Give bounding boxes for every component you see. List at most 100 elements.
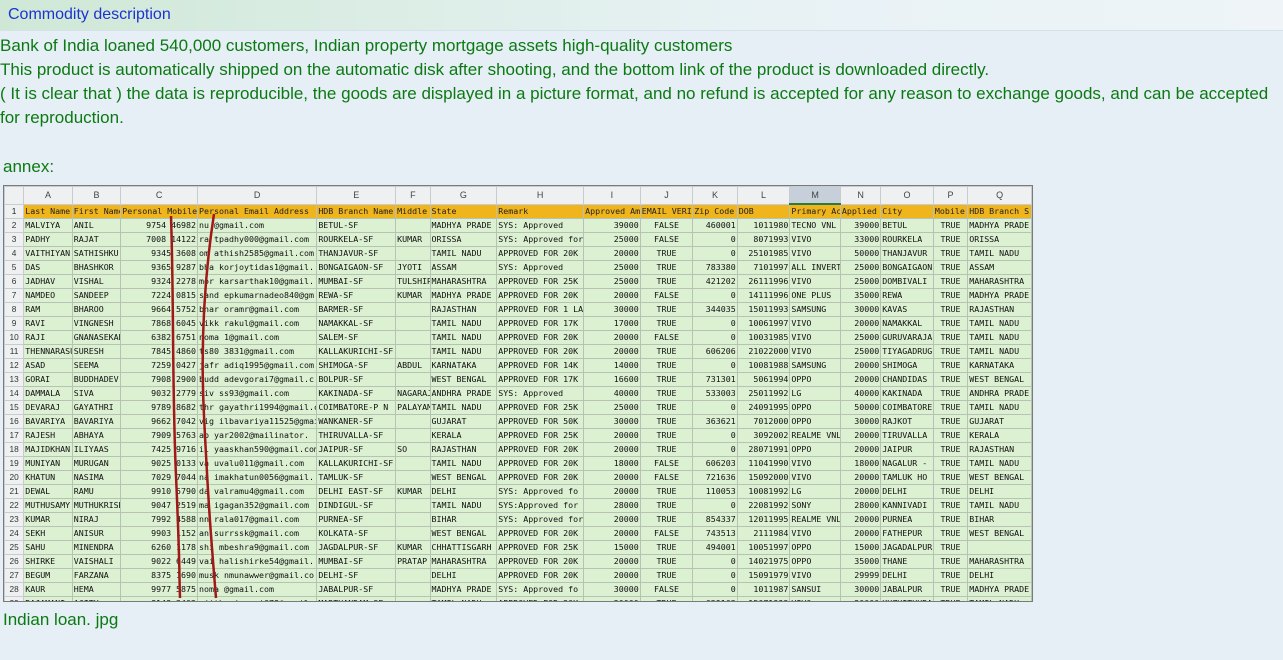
data-cell[interactable]: 606206	[692, 344, 738, 359]
data-cell[interactable]: RAJASTHAN	[429, 302, 498, 317]
data-cell[interactable]: TRUE	[932, 484, 969, 499]
data-cell[interactable]: TRUE	[932, 344, 969, 359]
data-cell[interactable]: 0	[692, 316, 738, 331]
data-cell[interactable]: MAJIDKHAN	[23, 442, 73, 457]
data-cell[interactable]: thr gayathri1994@gmail.c	[197, 400, 318, 415]
data-cell[interactable]: TIRUVALLA	[880, 428, 934, 443]
data-cell[interactable]: LG	[789, 484, 841, 499]
data-cell[interactable]: ASSAM	[967, 260, 1032, 275]
data-cell[interactable]: 17000	[583, 316, 641, 331]
data-cell[interactable]: 6382 6751	[120, 330, 199, 345]
data-cell[interactable]: REALME VNL	[789, 428, 841, 443]
data-cell[interactable]: BOLPUR-SF	[316, 372, 397, 387]
data-cell[interactable]: 35000	[839, 554, 882, 569]
data-cell[interactable]: TRUE	[932, 428, 969, 443]
data-cell[interactable]: VISHAL	[71, 274, 122, 289]
data-cell[interactable]: ANIL	[71, 218, 122, 233]
data-cell[interactable]: RAJKOT	[880, 414, 934, 429]
data-cell[interactable]: 20000	[839, 512, 882, 527]
row-number[interactable]: 4	[4, 246, 25, 261]
data-cell[interactable]: JADHAV	[23, 274, 73, 289]
data-cell[interactable]: va uvalu011@gmail.com	[197, 456, 318, 471]
data-cell[interactable]: 9910 5790	[120, 484, 199, 499]
data-cell[interactable]: SYS: Approved	[496, 218, 585, 233]
data-cell[interactable]: 33000	[839, 232, 882, 247]
data-cell[interactable]: 5061994	[736, 372, 791, 387]
data-cell[interactable]: WEST BENGAL	[967, 526, 1032, 541]
data-cell[interactable]: FALSE	[639, 582, 694, 597]
data-cell[interactable]: TRUE	[932, 358, 969, 373]
data-cell[interactable]: TRUE	[639, 596, 694, 601]
data-cell[interactable]: TRUE	[932, 568, 969, 583]
data-cell[interactable]: KOLKATA-SF	[316, 526, 397, 541]
data-cell[interactable]: MAHARASHTRA	[429, 274, 498, 289]
data-cell[interactable]: ABHAYA	[71, 428, 122, 443]
data-cell[interactable]: ASAD	[23, 358, 73, 373]
data-cell[interactable]: BETUL-SF	[316, 218, 397, 233]
data-cell[interactable]: ONE PLUS	[789, 288, 841, 303]
data-cell[interactable]: JABALPUR-SF	[316, 582, 397, 597]
data-cell[interactable]: TRUE	[932, 386, 969, 401]
data-cell[interactable]: da valramu4@gmail.com	[197, 484, 318, 499]
data-cell[interactable]: GUJARAT	[967, 414, 1032, 429]
data-cell[interactable]: TAMIL NADU	[429, 498, 498, 513]
data-cell[interactable]: 7425 9716	[120, 442, 199, 457]
data-cell[interactable]: TAMIL NADU	[429, 400, 498, 415]
data-cell[interactable]: BAVARIYA	[23, 414, 73, 429]
data-cell[interactable]: SHIMOGA-SF	[316, 358, 397, 373]
data-cell[interactable]: NAMDEO	[23, 288, 73, 303]
data-cell[interactable]: TRUE	[932, 470, 969, 485]
data-cell[interactable]: KERALA	[429, 428, 498, 443]
data-cell[interactable]: NAGARAJ	[395, 386, 431, 401]
data-cell[interactable]: TAMIL NADU	[967, 400, 1032, 415]
data-cell[interactable]: KALLAKURICHI-SF	[316, 344, 397, 359]
data-cell[interactable]: NAMAKKAL	[880, 316, 934, 331]
data-cell[interactable]: mor karsarthak10@gmail.	[197, 274, 318, 289]
data-cell[interactable]: 7029 7044	[120, 470, 199, 485]
data-cell[interactable]: 0	[692, 246, 738, 261]
data-cell[interactable]: 110053	[692, 484, 738, 499]
data-cell[interactable]: FALSE	[639, 470, 694, 485]
data-cell[interactable]: 0	[692, 330, 738, 345]
data-cell[interactable]: SYS: Approved	[496, 386, 585, 401]
data-cell[interactable]: RAJASTHAN	[967, 442, 1032, 457]
data-cell[interactable]: 30000	[839, 302, 882, 317]
data-cell[interactable]: TAMIL NADU	[429, 316, 498, 331]
data-cell[interactable]: WEST BENGAL	[967, 470, 1032, 485]
data-cell[interactable]: MARTHANDAM-SF	[316, 596, 397, 601]
data-cell[interactable]: REWA	[880, 288, 934, 303]
data-cell[interactable]: 0	[692, 288, 738, 303]
row-number[interactable]: 21	[4, 484, 25, 499]
data-cell[interactable]: KUMAR	[395, 540, 431, 555]
data-cell[interactable]: RAJESH	[23, 428, 73, 443]
data-cell[interactable]: 20000	[839, 372, 882, 387]
data-cell[interactable]: 15011993	[736, 302, 791, 317]
row-number[interactable]: 7	[4, 288, 25, 303]
data-cell[interactable]: APPROVED FOR 25K	[496, 400, 585, 415]
data-cell[interactable]: bha korjoytidas1@gmail.	[197, 260, 318, 275]
data-cell[interactable]: JABALPUR	[880, 582, 934, 597]
data-cell[interactable]: THANE	[880, 554, 934, 569]
data-cell[interactable]: MADHYA PRADE	[967, 582, 1032, 597]
row-number[interactable]: 6	[4, 274, 25, 289]
data-cell[interactable]: 25101985	[736, 246, 791, 261]
data-cell[interactable]: TRUE	[639, 568, 694, 583]
data-cell[interactable]: TAMIL NADU	[967, 316, 1032, 331]
column-title-cell[interactable]: Applied	[839, 203, 882, 219]
data-cell[interactable]: APPROVED FOR 17K	[496, 316, 585, 331]
data-cell[interactable]: BARMER-SF	[316, 302, 397, 317]
data-cell[interactable]: TRUE	[639, 302, 694, 317]
column-title-cell[interactable]: Middle	[395, 203, 431, 219]
data-cell[interactable]	[395, 246, 431, 261]
data-cell[interactable]: ANDHRA PRADE	[967, 386, 1032, 401]
data-cell[interactable]: 28071991	[736, 442, 791, 457]
data-cell[interactable]: OPPO	[789, 442, 841, 457]
data-cell[interactable]: vig ilbavariya11525@gmai	[197, 414, 318, 429]
row-number[interactable]: 12	[4, 358, 25, 373]
data-cell[interactable]: MAHARASHTRA	[967, 274, 1032, 289]
data-cell[interactable]: ORISSA	[967, 232, 1032, 247]
data-cell[interactable]: 29999	[839, 568, 882, 583]
data-cell[interactable]: SIVA	[71, 386, 122, 401]
data-cell[interactable]: 7224 0815	[120, 288, 199, 303]
data-cell[interactable]: TRUE	[639, 274, 694, 289]
